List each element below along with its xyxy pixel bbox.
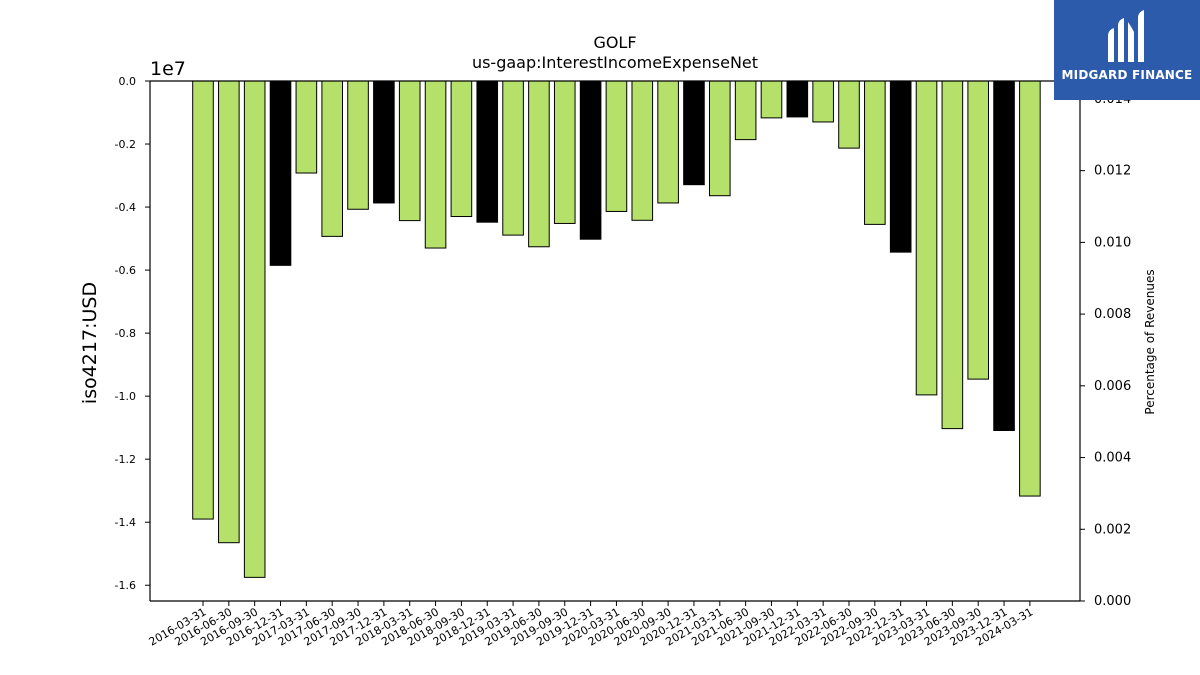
bar	[1019, 80, 1041, 497]
y-offset-text: 1e7	[150, 58, 186, 80]
bar	[398, 80, 421, 222]
bar	[657, 80, 679, 204]
y2-tick-label: 0.000	[1094, 594, 1131, 609]
y2-tick-label: 0.004	[1094, 451, 1131, 466]
y-tick-label: -1.6	[115, 579, 136, 592]
y2-tick-label: 0.008	[1094, 307, 1131, 322]
bar	[528, 80, 550, 248]
y-tick-label: 0.0	[119, 75, 137, 88]
bar	[579, 80, 602, 240]
bar	[967, 80, 990, 380]
midgard-finance-logo: MIDGARD FINANCE	[1054, 0, 1200, 100]
bar	[218, 80, 240, 544]
bar	[683, 80, 705, 186]
y-tick-label: -0.4	[115, 201, 136, 214]
y-tick-label: -1.4	[115, 516, 136, 529]
bar	[424, 80, 447, 249]
bar	[373, 80, 395, 204]
bar	[347, 80, 369, 210]
bar	[889, 80, 912, 253]
bar	[605, 80, 628, 212]
bar	[295, 80, 318, 174]
bar	[734, 80, 757, 141]
bar	[269, 80, 292, 266]
bar	[502, 80, 524, 236]
bar	[941, 80, 964, 430]
chart-title: GOLF	[593, 33, 636, 52]
logo-text: MIDGARD FINANCE	[1061, 68, 1193, 82]
bar	[476, 80, 499, 223]
bar	[553, 80, 576, 224]
y2-tick-label: 0.006	[1094, 379, 1131, 394]
y-tick-label: -0.6	[115, 264, 136, 277]
bar	[321, 80, 343, 237]
bar	[786, 80, 809, 118]
y2-tick-label: 0.002	[1094, 522, 1131, 537]
bar	[838, 80, 860, 149]
y2-axis-label: Percentage of Revenues	[1143, 269, 1157, 414]
bar	[812, 80, 834, 123]
y2-tick-label: 0.010	[1094, 235, 1131, 250]
bar	[709, 80, 731, 197]
bar	[915, 80, 938, 396]
bar	[993, 80, 1015, 431]
bar	[243, 80, 266, 578]
y-axis-label: iso4217:USD	[79, 282, 101, 404]
bar	[631, 80, 654, 221]
y-tick-label: -0.8	[115, 327, 136, 340]
y-tick-label: -1.0	[115, 390, 136, 403]
y-tick-label: -0.2	[115, 138, 136, 151]
y-tick-label: -1.2	[115, 453, 136, 466]
y2-tick-label: 0.012	[1094, 164, 1131, 179]
chart-subtitle: us-gaap:InterestIncomeExpenseNet	[472, 53, 758, 72]
bar	[450, 80, 473, 218]
bar	[760, 80, 783, 119]
midgard-logo-icon	[1108, 10, 1144, 62]
bar	[864, 80, 886, 225]
bars-group	[192, 80, 1041, 578]
bar	[192, 80, 214, 520]
